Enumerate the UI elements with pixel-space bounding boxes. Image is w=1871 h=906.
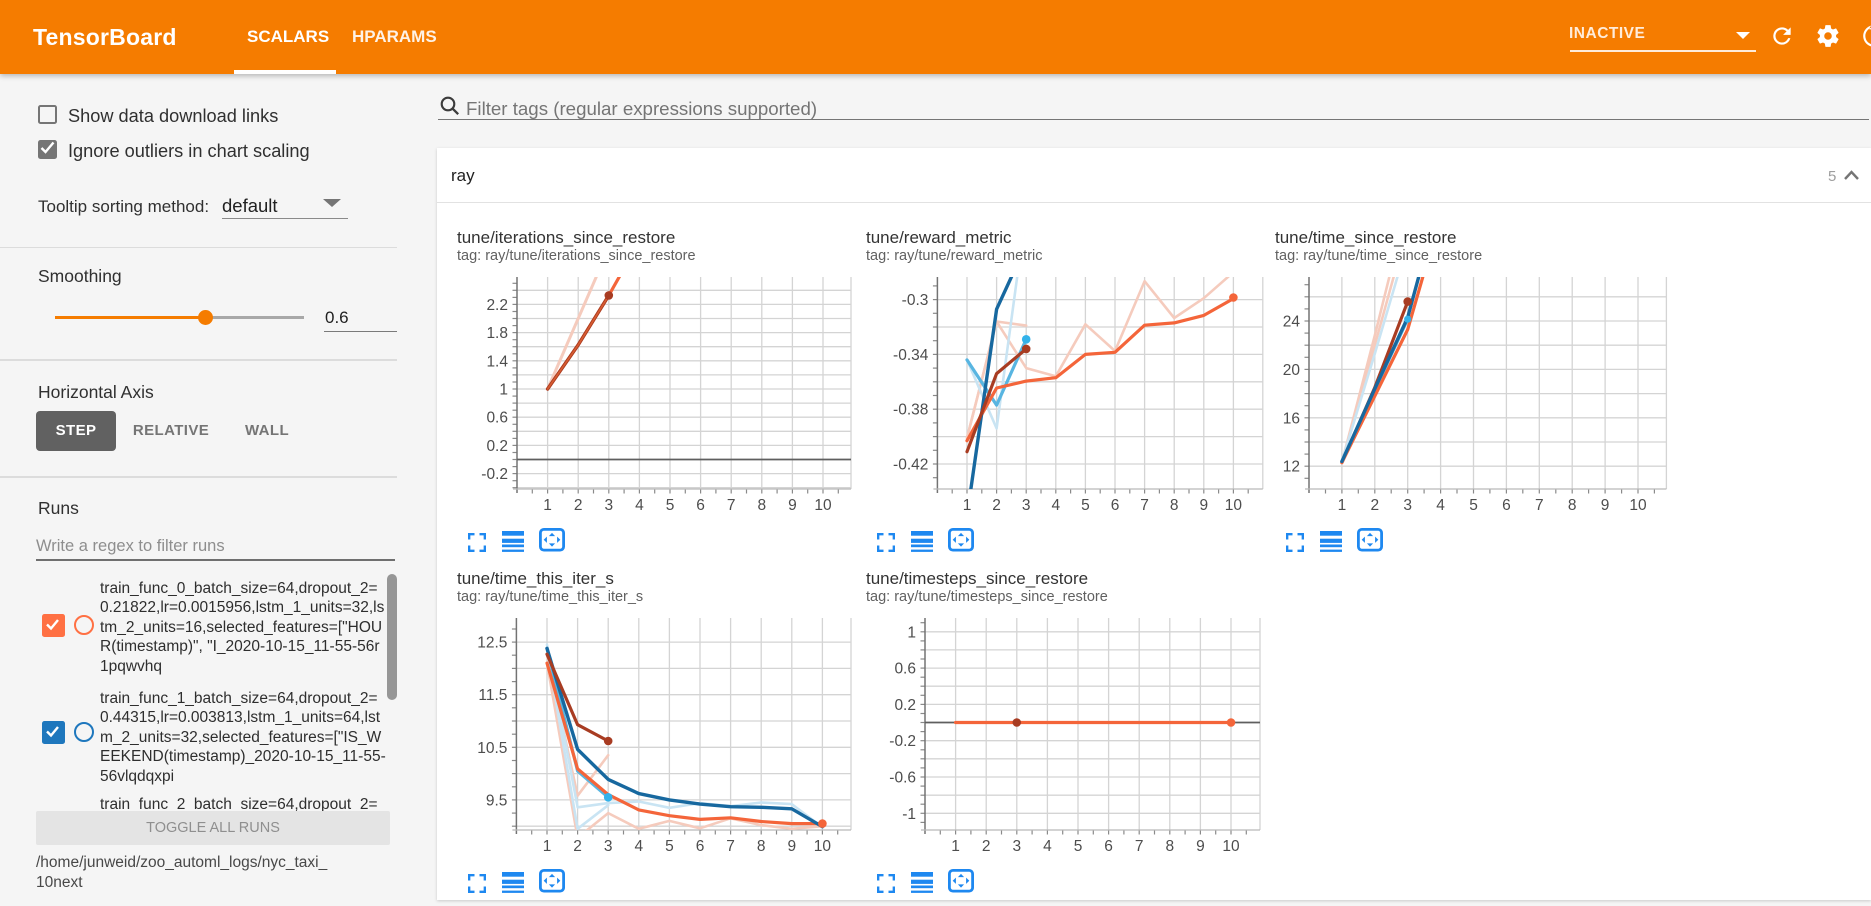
svg-text:8: 8 — [1568, 497, 1577, 514]
svg-text:7: 7 — [1535, 497, 1544, 514]
svg-text:1: 1 — [543, 838, 552, 855]
svg-text:10: 10 — [1225, 497, 1243, 514]
svg-text:10: 10 — [814, 497, 832, 514]
svg-text:8: 8 — [1165, 838, 1174, 855]
svg-text:7: 7 — [1135, 838, 1144, 855]
svg-text:6: 6 — [1502, 497, 1511, 514]
svg-text:2.2: 2.2 — [486, 297, 508, 314]
svg-text:3: 3 — [604, 838, 613, 855]
svg-text:1: 1 — [907, 624, 916, 641]
svg-text:3: 3 — [1012, 838, 1021, 855]
svg-text:1: 1 — [951, 838, 960, 855]
svg-text:1: 1 — [543, 497, 552, 514]
svg-text:5: 5 — [665, 838, 674, 855]
svg-text:6: 6 — [1104, 838, 1113, 855]
svg-text:0.6: 0.6 — [486, 410, 508, 427]
svg-text:-0.3: -0.3 — [902, 292, 929, 309]
svg-text:9: 9 — [788, 497, 797, 514]
svg-text:10: 10 — [1222, 838, 1240, 855]
svg-text:24: 24 — [1283, 314, 1301, 331]
svg-text:4: 4 — [635, 497, 644, 514]
svg-text:0.2: 0.2 — [486, 438, 508, 455]
svg-text:7: 7 — [727, 497, 736, 514]
svg-text:-0.38: -0.38 — [893, 402, 928, 419]
svg-text:9: 9 — [1196, 838, 1205, 855]
svg-text:1.4: 1.4 — [486, 353, 508, 370]
svg-text:0.2: 0.2 — [894, 697, 916, 714]
svg-text:5: 5 — [1081, 497, 1090, 514]
svg-text:0.6: 0.6 — [894, 661, 916, 678]
svg-text:2: 2 — [982, 838, 991, 855]
svg-text:-0.6: -0.6 — [889, 770, 916, 787]
svg-text:4: 4 — [1436, 497, 1445, 514]
svg-text:2: 2 — [574, 497, 583, 514]
svg-text:6: 6 — [696, 838, 705, 855]
svg-text:8: 8 — [757, 497, 766, 514]
svg-text:4: 4 — [1043, 838, 1052, 855]
svg-text:-1: -1 — [902, 806, 916, 823]
svg-text:10.5: 10.5 — [477, 740, 507, 757]
svg-text:3: 3 — [604, 497, 613, 514]
svg-text:10: 10 — [1629, 497, 1647, 514]
svg-text:-0.34: -0.34 — [893, 347, 929, 364]
svg-text:-0.2: -0.2 — [481, 466, 508, 483]
svg-text:-0.42: -0.42 — [893, 457, 928, 474]
svg-text:1.8: 1.8 — [486, 325, 508, 342]
svg-text:9.5: 9.5 — [486, 792, 508, 809]
svg-text:20: 20 — [1283, 362, 1301, 379]
svg-text:9: 9 — [1601, 497, 1610, 514]
svg-text:2: 2 — [573, 838, 582, 855]
svg-text:-0.2: -0.2 — [889, 733, 916, 750]
svg-text:2: 2 — [1370, 497, 1379, 514]
svg-text:16: 16 — [1283, 410, 1300, 427]
svg-text:11.5: 11.5 — [478, 687, 507, 704]
svg-text:5: 5 — [1074, 838, 1083, 855]
svg-text:3: 3 — [1022, 497, 1031, 514]
svg-text:7: 7 — [726, 838, 735, 855]
svg-text:3: 3 — [1403, 497, 1412, 514]
svg-text:12.5: 12.5 — [477, 635, 507, 652]
svg-text:12: 12 — [1283, 459, 1300, 476]
svg-text:6: 6 — [1111, 497, 1120, 514]
svg-text:9: 9 — [1199, 497, 1208, 514]
svg-text:9: 9 — [787, 838, 796, 855]
svg-text:7: 7 — [1140, 497, 1149, 514]
svg-text:1: 1 — [963, 497, 972, 514]
svg-text:5: 5 — [666, 497, 675, 514]
svg-text:5: 5 — [1469, 497, 1478, 514]
svg-text:4: 4 — [634, 838, 643, 855]
svg-text:4: 4 — [1051, 497, 1060, 514]
svg-text:8: 8 — [757, 838, 766, 855]
svg-text:1: 1 — [1338, 497, 1347, 514]
svg-text:10: 10 — [814, 838, 832, 855]
svg-text:2: 2 — [992, 497, 1001, 514]
svg-text:1: 1 — [499, 382, 508, 399]
svg-text:8: 8 — [1170, 497, 1179, 514]
svg-text:6: 6 — [696, 497, 705, 514]
